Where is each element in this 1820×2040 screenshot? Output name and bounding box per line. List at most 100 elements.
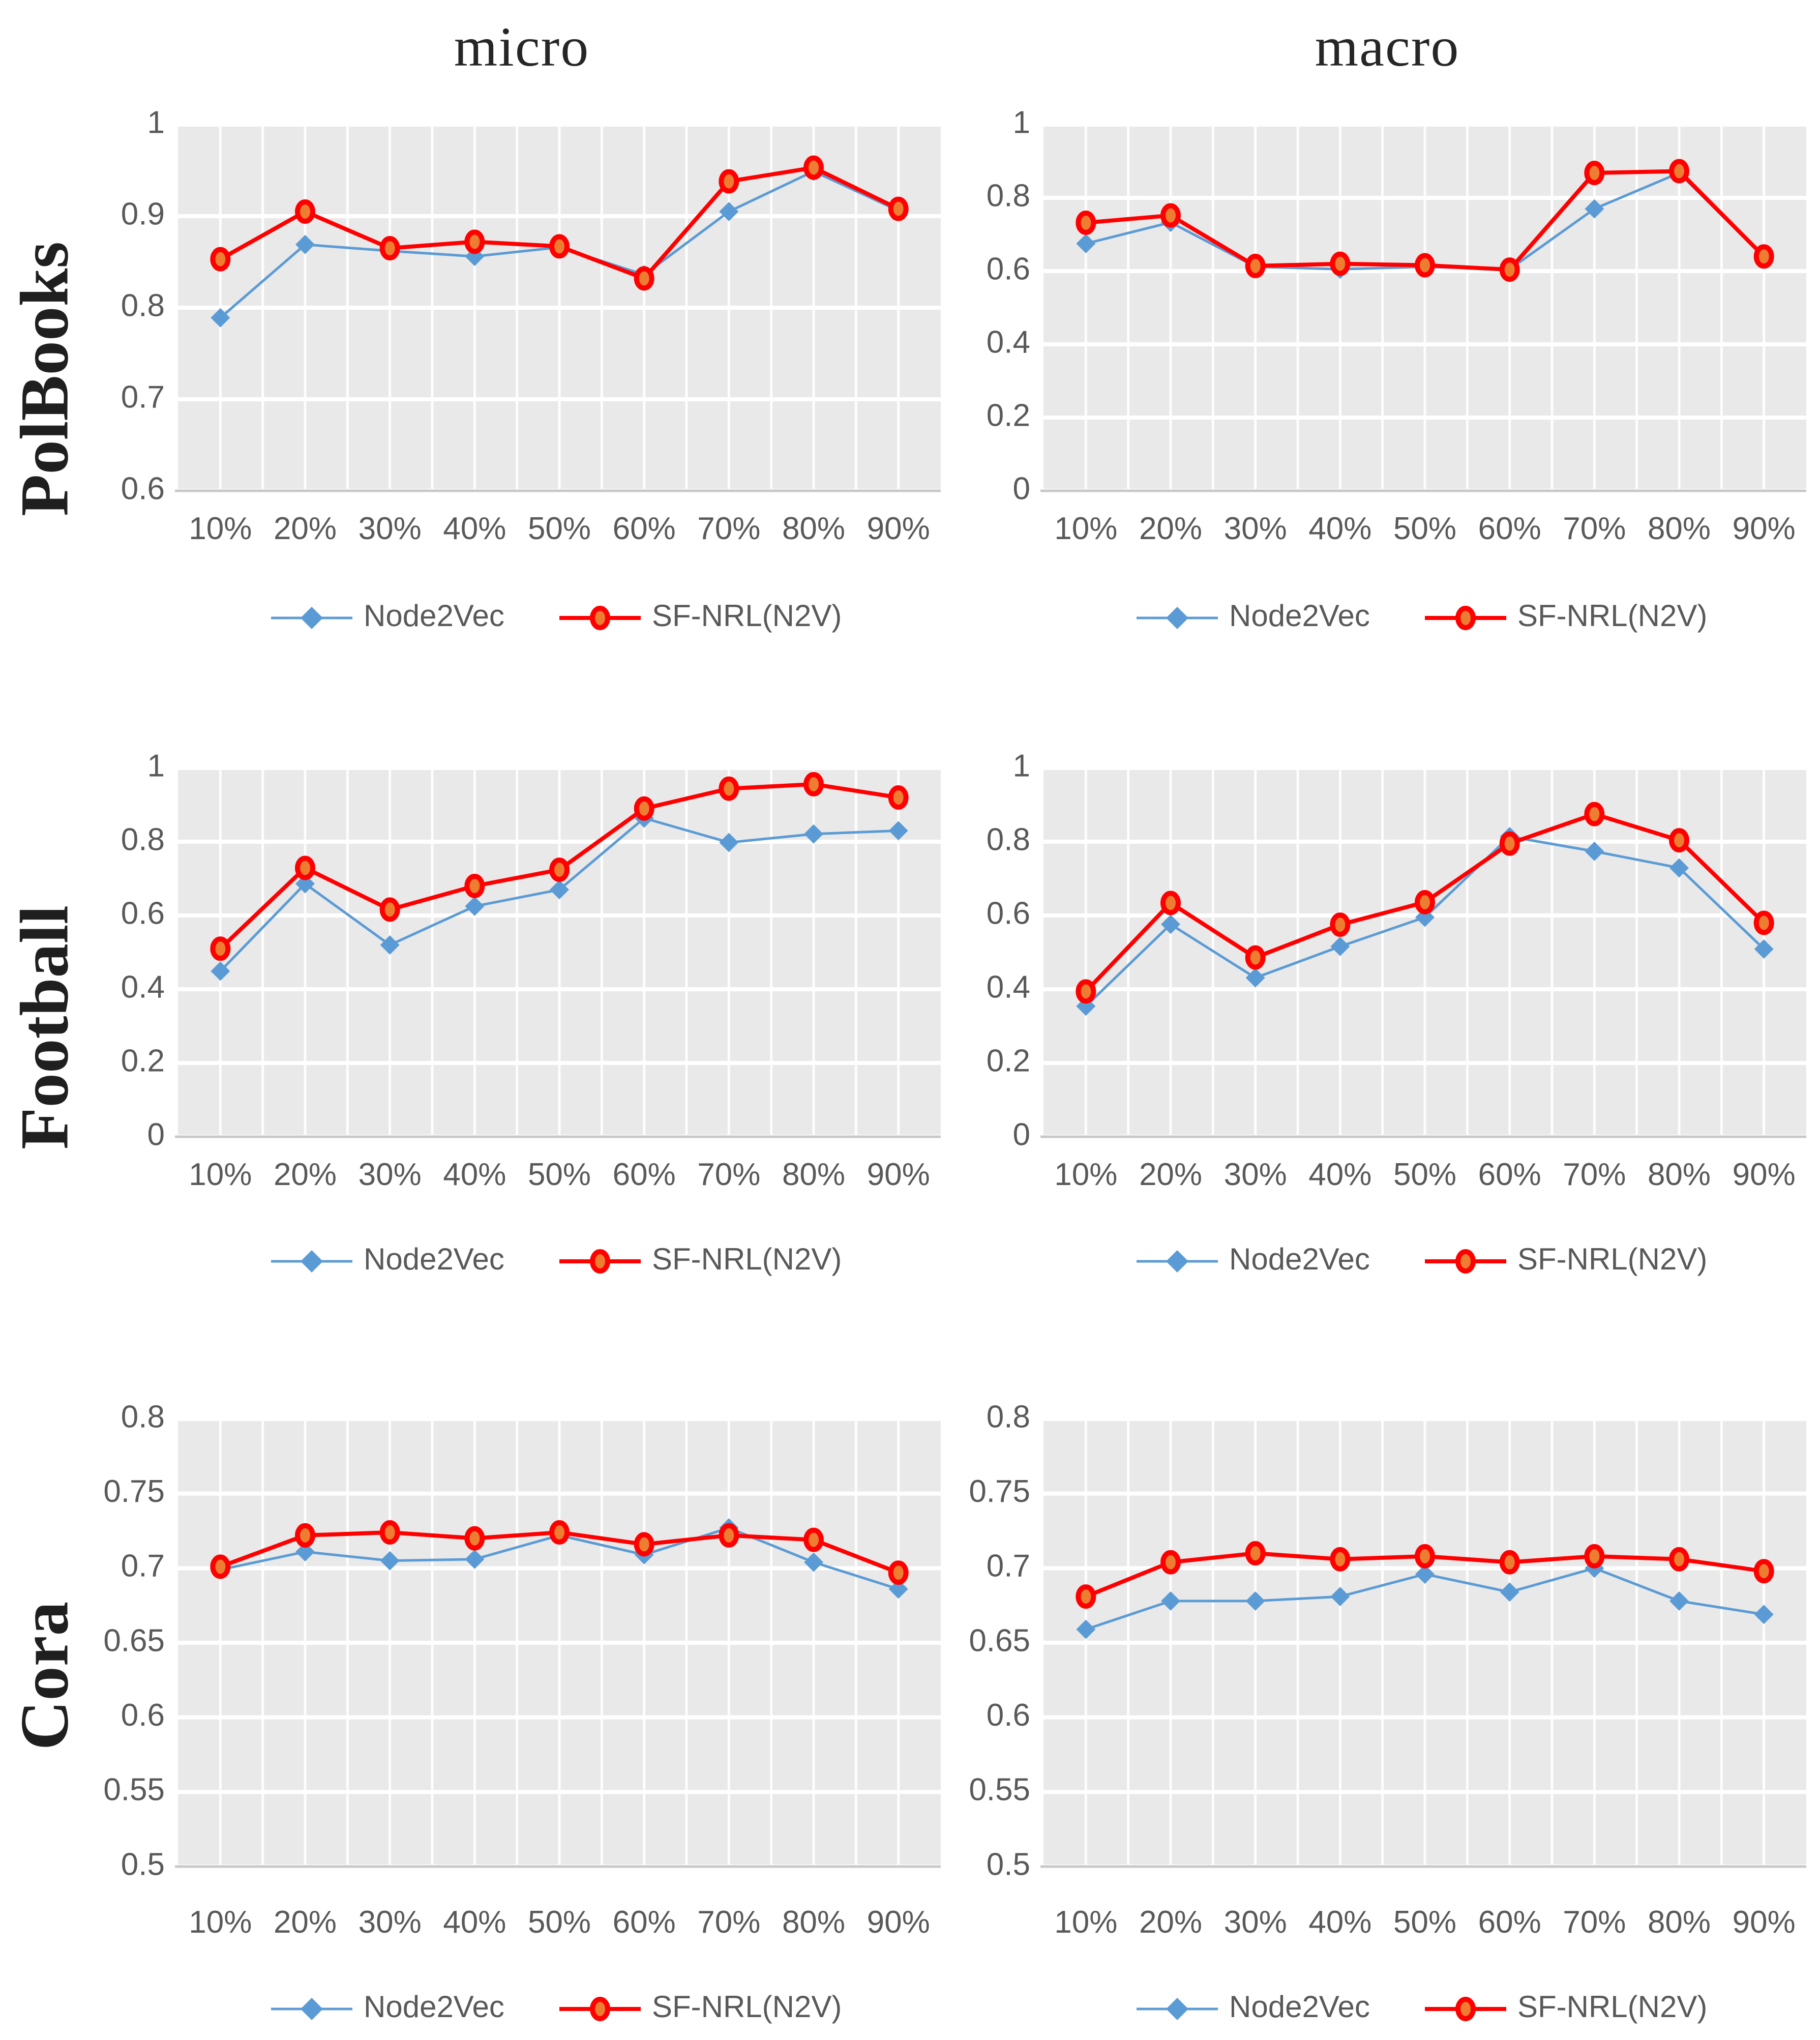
y-tick-label: 0.8 (121, 822, 165, 857)
legend-label: Node2Vec (364, 1990, 504, 2024)
x-tick-label: 50% (1393, 1157, 1456, 1192)
diamond-marker (1415, 1564, 1435, 1584)
ellipse-marker (1499, 257, 1520, 282)
ellipse-marker (1669, 159, 1689, 184)
ellipse-marker (803, 155, 824, 180)
x-tick-label: 20% (274, 1157, 337, 1192)
y-tick-label: 0.2 (987, 398, 1030, 433)
ellipse-marker (549, 234, 570, 259)
ellipse-marker (1245, 253, 1266, 278)
ellipse-marker (1245, 1541, 1266, 1565)
diamond-marker (301, 1250, 323, 1273)
chart-polbooks-macro: 1 0.8 0.6 0.4 0.2 0 10% 20% 30% 40% 50% 60% 70% 80% 90… (987, 105, 1806, 633)
ellipse-marker (1415, 1544, 1435, 1569)
y-tick-label: 0 (1013, 1117, 1030, 1152)
diamond-marker (1330, 1587, 1350, 1607)
diamond-marker (295, 874, 315, 894)
y-tick-label: 0.6 (987, 1698, 1030, 1733)
diamond-marker (295, 1542, 315, 1562)
legend-label: Node2Vec (364, 1242, 504, 1276)
ellipse-marker (719, 1523, 739, 1548)
y-tick-label: 0.5 (121, 1847, 165, 1882)
x-tick-label: 90% (867, 511, 930, 546)
legend-label: SF-NRL(N2V) (652, 599, 842, 633)
ellipse-marker (464, 229, 485, 254)
row-label-polbooks: PolBooks (7, 241, 82, 517)
diamond-marker (1585, 841, 1604, 861)
y-tick-label: 0.7 (987, 1549, 1030, 1584)
y-tick-label: 0.2 (987, 1043, 1030, 1078)
y-tick-label: 0 (147, 1117, 165, 1152)
diamond-marker (1245, 1591, 1265, 1611)
x-tick-label: 10% (1054, 1157, 1117, 1192)
x-tick-label: 10% (1054, 1905, 1117, 1940)
ellipse-marker (1455, 1997, 1476, 2021)
x-tick-label: 60% (613, 1157, 676, 1192)
x-tick-label: 20% (1139, 1905, 1202, 1940)
y-tick-label: 0 (1013, 471, 1030, 506)
diamond-marker (301, 1998, 323, 2020)
chart-cell-polbooks-macro: 1 0.8 0.6 0.4 0.2 0 10% 20% 30% 40% 50% 60% 70% 80% 90… (954, 94, 1820, 743)
diamond-marker (804, 1552, 823, 1572)
chart-football-macro: 1 0.8 0.6 0.4 0.2 0 10% 20% 30% 40% 50% 60% 70% 80% 90… (987, 748, 1806, 1276)
x-tick-label: 80% (782, 511, 845, 546)
diamond-marker (380, 935, 400, 955)
ellipse-marker (295, 1523, 315, 1548)
diamond-marker (804, 824, 823, 844)
x-tick-label: 30% (1224, 1157, 1287, 1192)
diamond-marker (1166, 607, 1188, 629)
diamond-marker (465, 1549, 485, 1569)
x-tick-label: 10% (189, 511, 252, 546)
x-tick-label: 10% (189, 1905, 252, 1940)
diamond-marker (1076, 1619, 1096, 1639)
x-tick-label: 80% (1648, 1157, 1711, 1192)
ellipse-marker (1669, 1547, 1689, 1572)
x-tick-label: 20% (274, 511, 337, 546)
x-tick-label: 60% (613, 1905, 676, 1940)
y-tick-label: 1 (147, 105, 165, 140)
diamond-marker (465, 896, 485, 916)
x-tick-label: 40% (443, 1157, 506, 1192)
x-tick-label: 20% (274, 1905, 337, 1940)
x-tick-label: 60% (1478, 511, 1541, 546)
x-tick-label: 80% (782, 1905, 845, 1940)
diamond-marker (1669, 858, 1689, 878)
y-tick-label: 0.5 (987, 1847, 1030, 1882)
x-tick-label: 40% (1308, 1905, 1371, 1940)
ellipse-marker (1499, 831, 1520, 856)
ellipse-marker (1584, 802, 1605, 826)
diamond-marker (301, 607, 323, 629)
diamond-marker (1754, 1605, 1774, 1624)
x-tick-label: 50% (528, 511, 591, 546)
ellipse-marker (1330, 912, 1351, 937)
diamond-marker (211, 961, 230, 981)
chart-cora-micro: 0.8 0.75 0.7 0.65 0.6 0.55 0.5 10% 20% 30% 40% 50% 6… (103, 1399, 941, 2024)
ellipse-marker (464, 1526, 485, 1551)
diamond-marker (888, 821, 908, 841)
y-tick-label: 0.6 (121, 1698, 165, 1733)
diamond-marker (211, 308, 230, 328)
x-tick-label: 30% (359, 511, 422, 546)
x-tick-label: 70% (1563, 1157, 1626, 1192)
chart-cell-football-micro: 1 0.8 0.6 0.4 0.2 0 10% 20% 30% 40% 50% 60% 70% 80% 90… (89, 743, 954, 1391)
y-tick-label: 0.65 (969, 1623, 1030, 1658)
y-tick-label: 0.8 (987, 178, 1030, 213)
x-tick-label: 30% (359, 1905, 422, 1940)
ellipse-marker (1160, 1550, 1181, 1575)
diamond-marker (1585, 199, 1604, 219)
ellipse-marker (888, 785, 909, 810)
ellipse-marker (549, 1520, 570, 1545)
y-tick-label: 0.6 (987, 896, 1030, 931)
x-tick-label: 50% (528, 1157, 591, 1192)
ellipse-marker (1160, 203, 1181, 228)
ellipse-marker (634, 266, 654, 291)
x-tick-label: 30% (359, 1157, 422, 1192)
row-label-cell-football: Football (0, 743, 89, 1391)
y-tick-label: 0.6 (987, 251, 1030, 286)
ellipse-marker (1455, 606, 1476, 630)
row-label-cell-polbooks: PolBooks (0, 94, 89, 743)
ellipse-marker (719, 169, 739, 194)
ellipse-marker (1076, 1584, 1096, 1609)
ellipse-marker (1076, 979, 1096, 1004)
chart-cell-cora-micro: 0.8 0.75 0.7 0.65 0.6 0.55 0.5 10% 20% 30% 40% 50% 6… (89, 1391, 954, 2040)
